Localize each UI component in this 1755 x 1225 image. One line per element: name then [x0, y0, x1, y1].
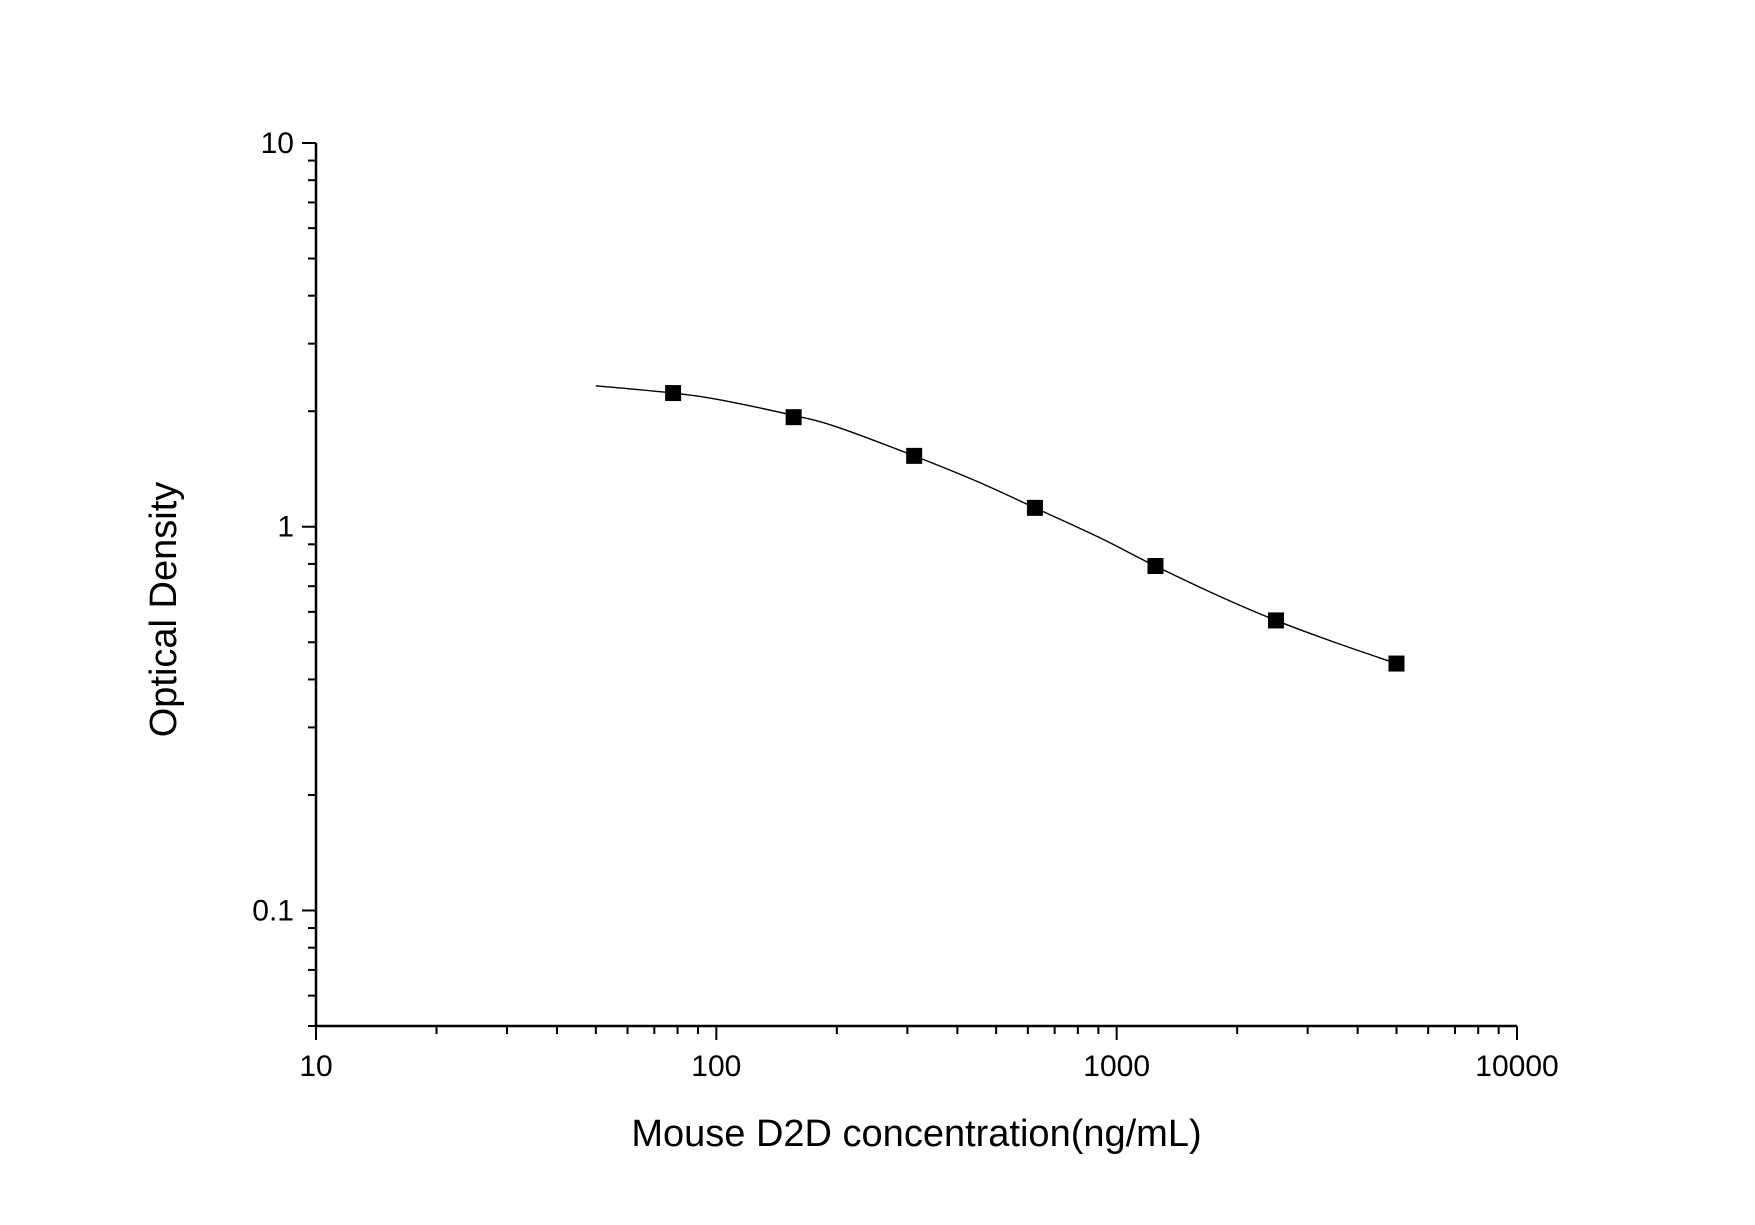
data-point [1267, 612, 1284, 629]
data-point [785, 409, 802, 426]
x-tick-label: 10 [299, 1050, 332, 1083]
y-tick-label: 10 [261, 127, 294, 160]
x-tick-label: 1000 [1083, 1050, 1150, 1083]
tick-labels: 10 100 1000 10000 0.1 1 10 [252, 127, 1558, 1083]
y-tick-label: 1 [277, 511, 294, 544]
data-points [665, 385, 1405, 672]
x-tick-label: 10000 [1475, 1050, 1558, 1083]
data-point [906, 447, 923, 464]
data-point [1026, 499, 1043, 516]
y-tick-label: 0.1 [252, 894, 294, 927]
y-axis-title: Optical Density [143, 482, 185, 738]
data-point [665, 385, 682, 402]
fit-curve [595, 385, 1397, 665]
ticks [302, 142, 1518, 1040]
data-point [1388, 655, 1405, 672]
x-tick-label: 100 [691, 1050, 741, 1083]
data-point [1147, 558, 1164, 575]
axes [314, 143, 1517, 1028]
x-axis-title: Mouse D2D concentration(ng/mL) [631, 1113, 1201, 1155]
